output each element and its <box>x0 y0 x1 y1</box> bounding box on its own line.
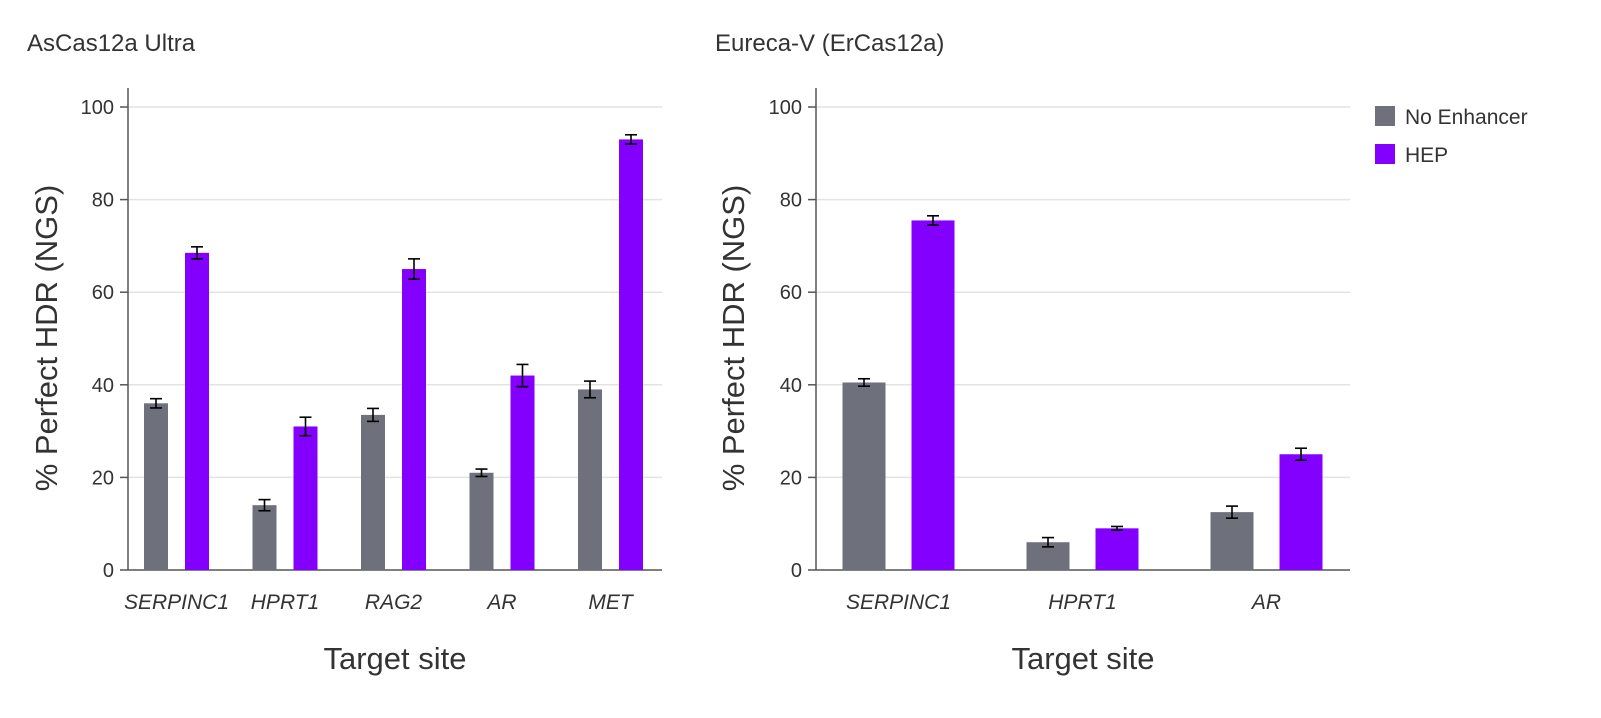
y-tick-labels: 0 20 40 60 80 100 <box>81 97 128 582</box>
legend-swatch-no-enhancer <box>1375 106 1395 126</box>
y-tick-label: 80 <box>780 190 802 212</box>
x-tick-labels: SERPINC1 HPRT1 RAG2 AR MET <box>124 591 635 614</box>
x-axis-label: Target site <box>1011 641 1154 676</box>
bar-hep <box>402 269 426 570</box>
y-tick-label: 20 <box>780 467 802 489</box>
x-tick-label: AR <box>1250 591 1281 614</box>
bar-hep <box>911 220 955 570</box>
legend-swatch-hep <box>1375 144 1395 164</box>
bar-hep <box>1095 528 1139 570</box>
x-axis-label: Target site <box>323 641 466 676</box>
y-axis-label: % Perfect HDR (NGS) <box>29 185 64 492</box>
y-tick-label: 0 <box>791 560 802 582</box>
x-tick-label: SERPINC1 <box>124 591 229 614</box>
legend: No Enhancer HEP <box>1375 106 1528 167</box>
x-tick-label: RAG2 <box>365 591 423 614</box>
bar-no-enhancer <box>252 505 277 570</box>
x-tick-label: HPRT1 <box>1048 591 1116 614</box>
y-tick-label: 40 <box>92 375 114 397</box>
y-tick-label: 20 <box>92 467 114 489</box>
bar-hep <box>619 139 643 570</box>
bars <box>842 215 1323 570</box>
bar-hep <box>1279 454 1323 570</box>
bar-no-enhancer <box>1210 512 1254 570</box>
y-tick-label: 60 <box>92 282 114 304</box>
bar-no-enhancer <box>842 382 886 570</box>
y-tick-labels: 0 20 40 60 80 100 <box>769 97 816 582</box>
bar-no-enhancer <box>361 414 385 570</box>
x-tick-label: HPRT1 <box>251 591 319 614</box>
chart-panel-eureca-v: Eureca-V (ErCas12a) % Perfect HDR (NGS) … <box>715 30 1350 676</box>
y-tick-label: 100 <box>81 97 114 119</box>
y-tick-label: 40 <box>780 375 802 397</box>
y-tick-label: 80 <box>92 190 114 212</box>
chart-title: AsCas12a Ultra <box>27 30 196 57</box>
chart-title: Eureca-V (ErCas12a) <box>715 30 944 57</box>
bars <box>144 133 643 570</box>
legend-label-no-enhancer: No Enhancer <box>1405 106 1528 129</box>
bar-no-enhancer <box>578 389 602 570</box>
legend-label-hep: HEP <box>1405 144 1448 167</box>
y-axis-label: % Perfect HDR (NGS) <box>716 185 751 492</box>
y-tick-label: 0 <box>103 560 114 582</box>
bar-hep <box>510 375 535 570</box>
bar-no-enhancer <box>469 472 494 570</box>
x-tick-labels: SERPINC1 HPRT1 AR <box>846 591 1281 614</box>
y-tick-label: 60 <box>780 282 802 304</box>
y-tick-label: 100 <box>769 97 802 119</box>
bar-hep <box>293 426 318 570</box>
x-tick-label: SERPINC1 <box>846 591 951 614</box>
x-tick-label: MET <box>588 591 635 614</box>
chart-panel-ascas12a: AsCas12a Ultra % Perfect HDR (NGS) Targe… <box>27 30 662 676</box>
x-tick-label: AR <box>485 591 516 614</box>
gridlines <box>128 106 662 479</box>
gridlines <box>816 106 1350 479</box>
bar-hep <box>185 252 209 570</box>
bar-no-enhancer <box>144 403 168 570</box>
